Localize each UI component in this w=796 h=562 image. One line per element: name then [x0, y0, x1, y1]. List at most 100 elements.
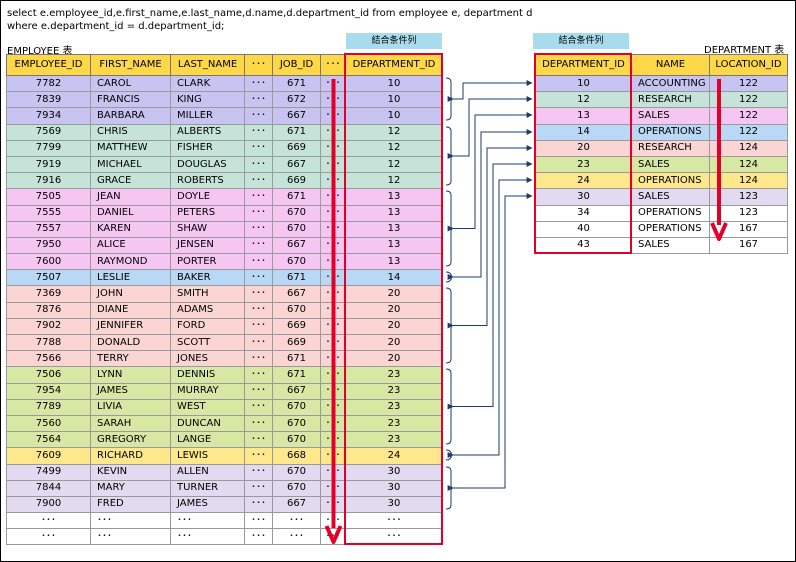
employee-cell: ･･･ [320, 414, 346, 433]
employee-cell: ･･･ [90, 528, 171, 546]
employee-cell: ･･･ [244, 107, 273, 125]
employee-cell: KEVIN [90, 463, 171, 481]
department-cell: OPERATIONS [631, 172, 710, 190]
employee-cell: ･･･ [244, 528, 273, 546]
department-cell: 40 [535, 220, 632, 238]
department-cell: 167 [709, 236, 788, 255]
employee-cell: ･･･ [320, 269, 346, 287]
department-cell: OPERATIONS [631, 123, 710, 141]
employee-cell: 12 [345, 155, 443, 174]
employee-cell: 7499 [6, 463, 91, 481]
employee-header-5: ･･･ [320, 54, 346, 76]
employee-cell: 23 [345, 414, 443, 433]
employee-row: 7839 FRANCIS KING ･･･ 672 ･･･ 10 [6, 91, 443, 109]
employee-cell: 672 [272, 91, 321, 109]
employee-cell: ･･･ [320, 91, 346, 109]
employee-cell: MICHAEL [90, 155, 171, 174]
employee-cell: 20 [345, 333, 443, 352]
department-header-0: DEPARTMENT_ID [535, 54, 632, 76]
employee-cell: DOUGLAS [170, 155, 245, 174]
sql-line-2: where e.department_id = d.department_id; [7, 21, 225, 32]
employee-cell: LESLIE [90, 269, 171, 287]
employee-row: 7902 JENNIFER FORD ･･･ 669 ･･･ 20 [6, 317, 443, 336]
employee-cell: FISHER [170, 139, 245, 157]
employee-row: 7919 MICHAEL DOUGLAS ･･･ 667 ･･･ 12 [6, 155, 443, 174]
employee-cell: ･･･ [320, 285, 346, 303]
employee-cell: 12 [345, 123, 443, 141]
sql-line-1: select e.employee_id,e.first_name,e.last… [7, 8, 533, 19]
employee-cell: 12 [345, 139, 443, 157]
employee-cell: ･･･ [244, 414, 273, 433]
employee-cell: ･･･ [320, 220, 346, 238]
employee-row: 7507 LESLIE BAKER ･･･ 671 ･･･ 14 [6, 269, 443, 287]
employee-cell: BARBARA [90, 107, 171, 125]
employee-cell: GREGORY [90, 431, 171, 449]
employee-cell: 670 [272, 204, 321, 222]
employee-cell: 669 [272, 317, 321, 336]
employee-cell: ･･･ [244, 479, 273, 497]
employee-cell: ･･･ [345, 512, 443, 530]
employee-cell: 7555 [6, 204, 91, 222]
employee-cell: 670 [272, 301, 321, 319]
employee-row: ･･･ ･･･ ･･･ ･･･ ･･･ ･･･ ･･･ [6, 528, 443, 546]
employee-cell: ･･･ [320, 301, 346, 319]
department-row: 30 SALES 123 [535, 188, 788, 206]
employee-cell: 23 [345, 398, 443, 416]
department-cell: 34 [535, 204, 632, 222]
employee-cell: 7788 [6, 333, 91, 352]
employee-cell: 20 [345, 317, 443, 336]
employee-cell: ･･･ [345, 528, 443, 546]
employee-cell: 7916 [6, 172, 91, 190]
employee-cell: 669 [272, 333, 321, 352]
employee-cell: 671 [272, 123, 321, 141]
employee-cell: ･･･ [244, 253, 273, 271]
employee-cell: 7789 [6, 398, 91, 416]
department-cell: 123 [709, 204, 788, 222]
employee-cell: JENNIFER [90, 317, 171, 336]
department-header-2: LOCATION_ID [709, 54, 788, 76]
department-cell: SALES [631, 188, 710, 206]
employee-row: 7505 JEAN DOYLE ･･･ 671 ･･･ 13 [6, 188, 443, 206]
department-row: 10 ACCOUNTING 122 [535, 74, 788, 93]
employee-cell: RICHARD [90, 447, 171, 465]
employee-row: 7506 LYNN DENNIS ･･･ 671 ･･･ 23 [6, 366, 443, 384]
employee-cell: 671 [272, 188, 321, 206]
employee-cell: LEWIS [170, 447, 245, 465]
employee-cell: ･･･ [320, 398, 346, 416]
employee-cell: 667 [272, 382, 321, 400]
employee-cell: 667 [272, 107, 321, 125]
department-cell: 124 [709, 139, 788, 157]
employee-cell: ･･･ [170, 528, 245, 546]
employee-cell: MARY [90, 479, 171, 497]
employee-cell: 668 [272, 447, 321, 465]
employee-cell: BAKER [170, 269, 245, 287]
department-cell: OPERATIONS [631, 204, 710, 222]
employee-cell: ･･･ [320, 512, 346, 530]
employee-row: 7900 FRED JAMES ･･･ 667 ･･･ 30 [6, 495, 443, 514]
employee-cell: ･･･ [320, 463, 346, 481]
department-cell: 122 [709, 74, 788, 93]
employee-row: 7566 TERRY JONES ･･･ 671 ･･･ 20 [6, 350, 443, 368]
employee-cell: ･･･ [244, 285, 273, 303]
employee-cell: 667 [272, 155, 321, 174]
employee-header-2: LAST_NAME [170, 54, 245, 76]
employee-cell: ･･･ [320, 253, 346, 271]
employee-cell: MILLER [170, 107, 245, 125]
department-header-1: NAME [631, 54, 710, 76]
department-row: 13 SALES 122 [535, 107, 788, 125]
department-row: 34 OPERATIONS 123 [535, 204, 788, 222]
employee-row: 7782 CAROL CLARK ･･･ 671 ･･･ 10 [6, 74, 443, 93]
employee-cell: LANGE [170, 431, 245, 449]
employee-cell: ･･･ [320, 366, 346, 384]
employee-cell: 7839 [6, 91, 91, 109]
employee-cell: DENNIS [170, 366, 245, 384]
employee-row: 7499 KEVIN ALLEN ･･･ 670 ･･･ 30 [6, 463, 443, 481]
employee-cell: ･･･ [320, 107, 346, 125]
employee-join-column-label: 結合条件列 [346, 33, 442, 49]
employee-cell: ･･･ [244, 74, 273, 93]
employee-cell: MURRAY [170, 382, 245, 400]
employee-cell: ･･･ [244, 236, 273, 255]
department-cell: 30 [535, 188, 632, 206]
employee-cell: 10 [345, 91, 443, 109]
employee-cell: ･･･ [244, 123, 273, 141]
